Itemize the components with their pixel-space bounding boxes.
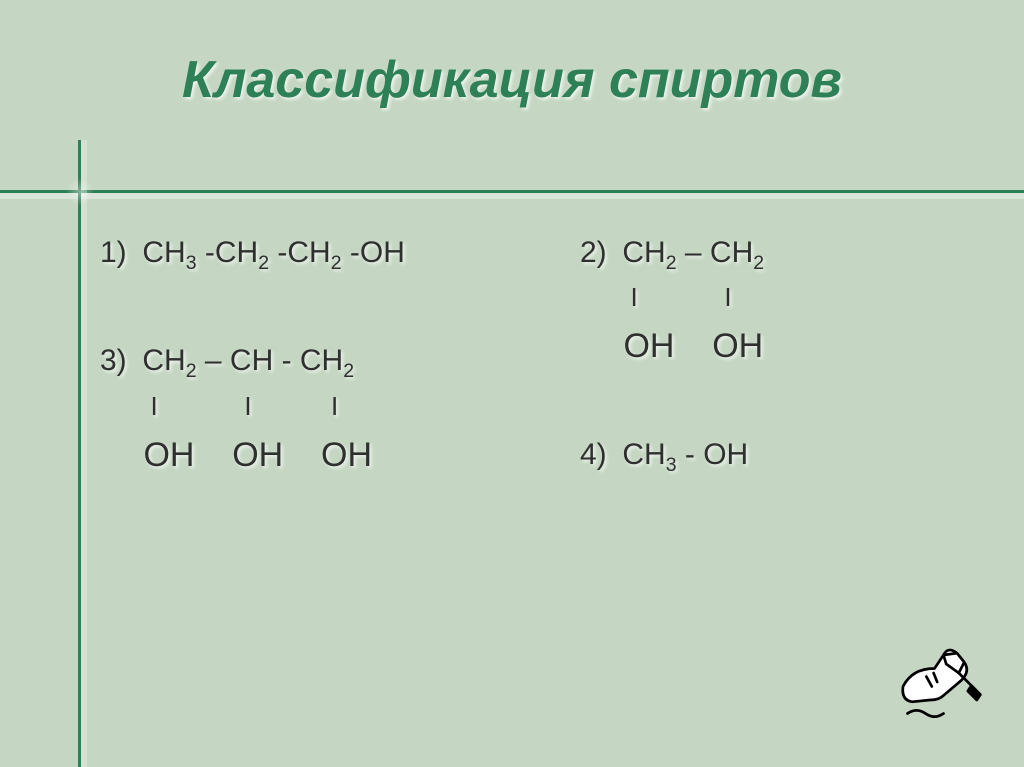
oh-row: OH OH OH [100,430,540,481]
oh-row: OH OH [580,321,960,372]
formula-item-2: 2) CH2 – CH2 I I OH OH [580,230,960,372]
item-number: 2) [580,230,614,275]
writing-hand-icon [894,637,984,727]
decoration-horizontal-line [0,190,1024,193]
decoration-cross-glow [66,178,94,206]
item-number: 1) [100,230,134,275]
formula-item-3: 3) CH2 – CH - CH2 I I I OH OH OH [100,338,540,480]
decoration-vertical-line [78,140,81,767]
formula-line: CH2 – CH - CH2 [142,338,354,386]
formula-item-4: 4) CH3 - OH [580,432,960,480]
left-column: 1) CH3 -CH2 -CH2 -OH 3) CH2 – CH - CH2 I… [100,230,540,541]
bond-row: I I I [100,387,540,426]
formula-line: CH3 - OH [622,432,748,480]
slide: Классификация спиртов 1) CH3 -CH2 -CH2 -… [0,0,1024,767]
content-area: 1) CH3 -CH2 -CH2 -OH 3) CH2 – CH - CH2 I… [100,230,984,727]
right-column: 2) CH2 – CH2 I I OH OH 4) CH3 - OH [580,230,960,541]
bond-row: I I [580,278,960,317]
slide-title: Классификация спиртов [0,50,1024,110]
item-number: 4) [580,432,614,477]
formula-line: CH3 -CH2 -CH2 -OH [142,230,405,278]
formula-line: CH2 – CH2 [622,230,764,278]
item-number: 3) [100,338,134,383]
formula-item-1: 1) CH3 -CH2 -CH2 -OH [100,230,540,278]
